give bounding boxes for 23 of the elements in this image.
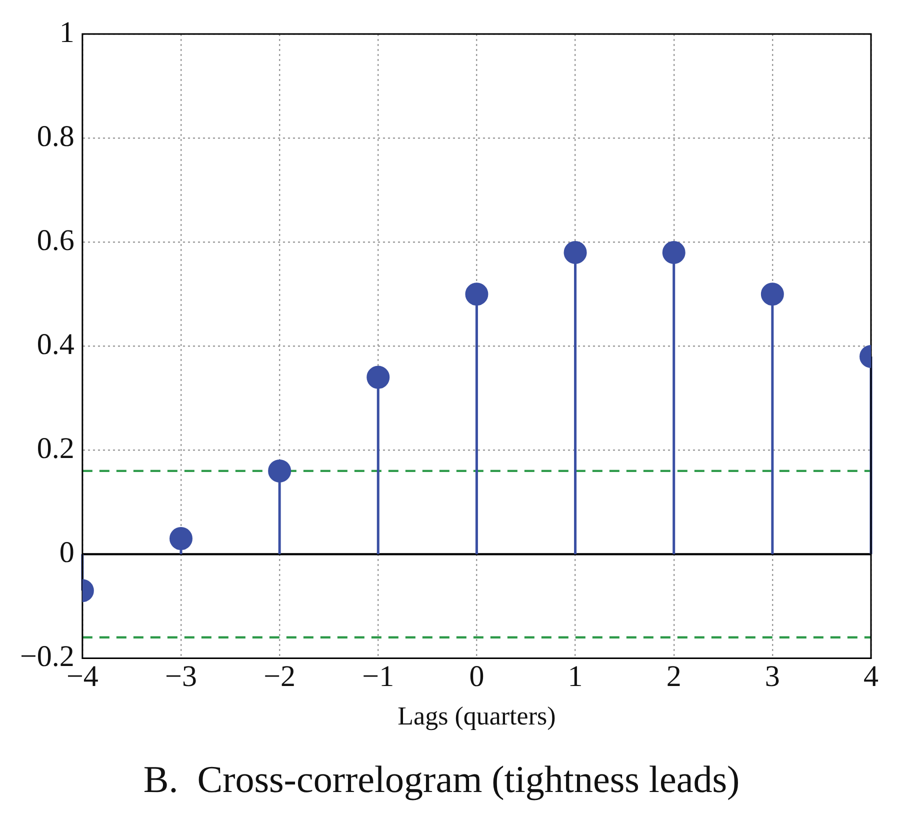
x-tick-label: 3 xyxy=(764,660,780,694)
x-axis-title: Lags (quarters) xyxy=(398,702,556,731)
point xyxy=(760,282,784,306)
y-tick-label: 0.4 xyxy=(36,328,74,361)
y-tick-label: 0.2 xyxy=(36,432,74,466)
point xyxy=(366,366,390,389)
point xyxy=(268,459,292,482)
y-tick-label: 0 xyxy=(59,536,74,570)
point xyxy=(169,527,192,550)
x-tick-label: 1 xyxy=(568,660,583,694)
y-tick-label: 0.8 xyxy=(36,120,74,153)
x-tick-label: −2 xyxy=(264,660,296,694)
point xyxy=(564,240,587,264)
x-tick-label: −1 xyxy=(362,660,394,694)
point xyxy=(662,240,686,264)
text: B. Cross-correlogram (tightness leads) xyxy=(143,759,740,802)
x-tick-label: −3 xyxy=(165,660,197,694)
x-tick-label: 2 xyxy=(666,660,682,694)
y-tick-label: 1 xyxy=(59,16,74,49)
x-tick-label: 0 xyxy=(469,660,484,694)
x-tick-label: 4 xyxy=(864,660,878,694)
point xyxy=(465,282,488,306)
y-tick-label: 0.6 xyxy=(36,224,74,257)
